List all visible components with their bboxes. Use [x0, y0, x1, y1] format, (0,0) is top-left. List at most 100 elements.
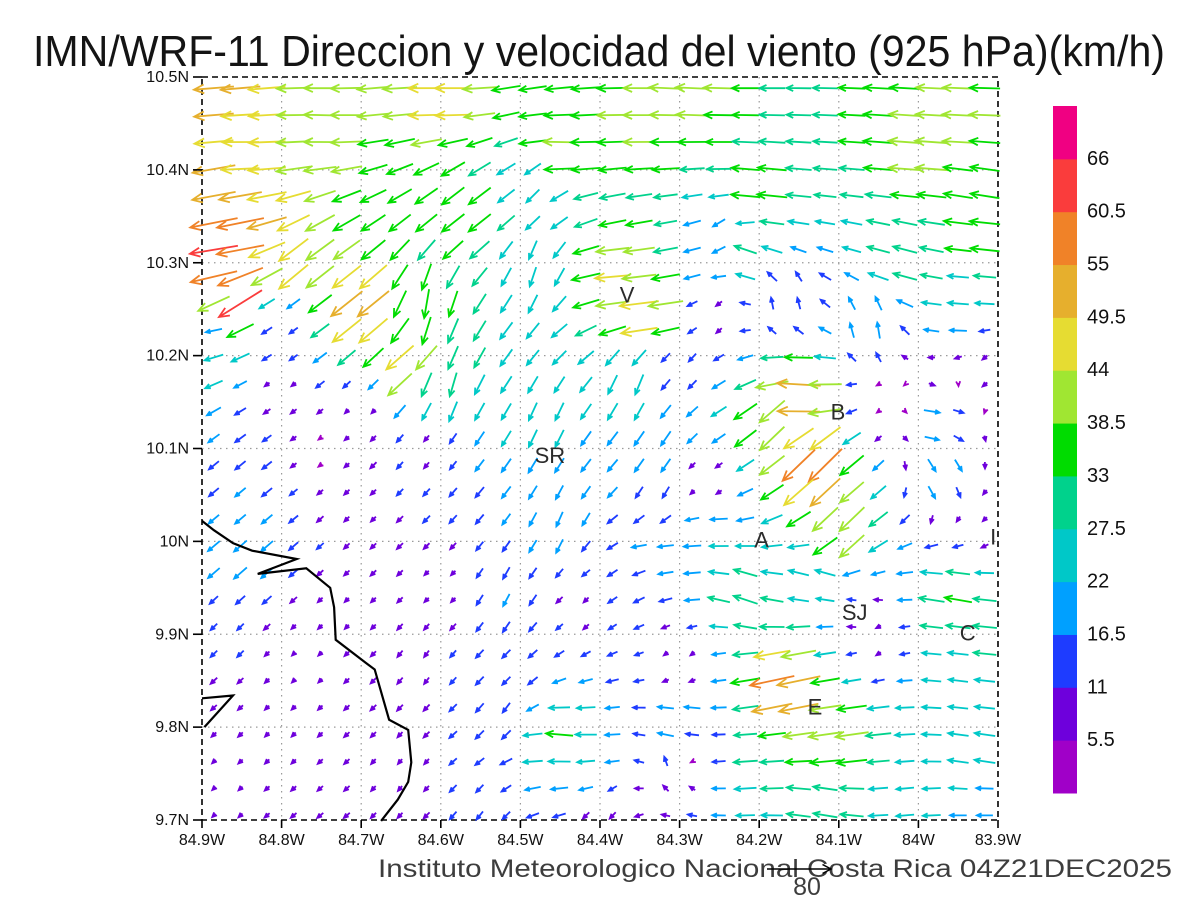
wind-arrow	[202, 353, 224, 362]
wind-arrow	[527, 621, 538, 633]
wind-arrow	[579, 430, 592, 448]
wind-arrow	[501, 702, 511, 715]
wind-arrow	[573, 731, 597, 738]
wind-arrow	[582, 596, 590, 604]
wind-arrow	[420, 372, 433, 399]
wind-arrow	[290, 650, 298, 657]
wind-arrow	[369, 785, 377, 793]
wind-arrow	[786, 543, 810, 551]
wind-arrow	[808, 757, 841, 767]
wind-arrow	[779, 649, 817, 661]
wind-arrow	[784, 191, 812, 200]
wind-arrow	[234, 595, 246, 606]
wind-arrow	[890, 217, 918, 227]
wind-arrow	[631, 349, 647, 367]
wind-arrow	[711, 218, 726, 228]
wind-arrow	[632, 678, 645, 684]
wind-arrow	[710, 785, 726, 792]
wind-arrow	[369, 677, 377, 685]
wind-arrow	[500, 485, 512, 500]
wind-arrow	[571, 245, 600, 256]
city-label-sj: SJ	[842, 600, 868, 625]
wind-arrow	[413, 187, 439, 205]
wind-arrow	[312, 351, 328, 364]
wind-arrow	[920, 758, 942, 765]
wind-arrow	[730, 704, 759, 713]
wind-arrow	[660, 378, 671, 392]
wind-arrow	[369, 812, 377, 820]
wind-arrow	[769, 295, 775, 310]
wind-arrow	[524, 215, 541, 231]
wind-arrow	[315, 542, 325, 551]
wind-arrow	[945, 272, 969, 280]
wind-arrow	[554, 568, 564, 579]
wind-arrow	[285, 298, 301, 310]
wind-arrow	[370, 408, 377, 415]
wind-arrow	[315, 408, 324, 415]
wind-arrow	[433, 110, 471, 121]
wind-arrow	[942, 594, 973, 604]
wind-arrow	[391, 264, 409, 291]
wind-arrow	[551, 295, 567, 313]
wind-arrow	[895, 678, 913, 684]
wind-arrow	[468, 240, 490, 260]
wind-arrow	[302, 189, 336, 203]
wind-arrow	[659, 624, 671, 630]
wind-arrow	[447, 703, 458, 713]
wind-arrow	[928, 381, 937, 387]
wind-arrow	[940, 109, 975, 120]
wind-arrow	[580, 569, 591, 578]
wind-arrow	[523, 786, 541, 792]
wind-arrow	[447, 318, 460, 345]
wind-arrow	[927, 458, 937, 474]
wind-arrow	[449, 597, 457, 604]
lon-tick-label: 84.8W	[258, 832, 305, 849]
wind-arrow	[688, 757, 696, 764]
wind-arrow	[758, 758, 785, 766]
wind-arrow	[232, 380, 248, 389]
wind-arrow	[528, 266, 538, 289]
wind-arrow	[634, 486, 644, 500]
wind-arrow	[473, 374, 486, 397]
wind-arrow	[688, 461, 696, 470]
wind-arrow	[920, 677, 942, 684]
lon-tick-label: 84.2W	[736, 832, 783, 849]
wind-arrow	[421, 514, 431, 525]
lon-tick-label: 84.7W	[338, 832, 385, 849]
wind-arrow	[811, 164, 838, 173]
wind-arrow	[655, 543, 674, 550]
wind-arrow	[342, 569, 351, 577]
wind-arrow	[663, 754, 669, 767]
wind-arrow	[359, 214, 386, 232]
wind-arrow	[972, 757, 996, 765]
wind-arrow	[686, 379, 698, 391]
wind-arrow	[682, 273, 701, 281]
wind-arrow	[260, 514, 273, 525]
wind-arrow	[750, 702, 793, 715]
wind-arrow	[733, 542, 756, 550]
wind-arrow	[604, 349, 621, 367]
wind-arrow	[263, 731, 271, 739]
wind-arrow	[440, 213, 465, 233]
wind-arrow	[448, 676, 457, 686]
wind-arrow	[448, 432, 458, 446]
wind-arrow	[651, 246, 678, 255]
wind-arrow	[571, 298, 600, 310]
wind-arrow	[209, 704, 218, 712]
wind-arrow	[448, 811, 458, 821]
wind-arrow	[874, 623, 882, 630]
wind-arrow	[838, 811, 864, 819]
wind-arrow	[422, 758, 430, 766]
wind-arrow	[710, 651, 727, 657]
wind-arrow	[209, 649, 218, 659]
wind-arrow	[275, 214, 310, 232]
wind-arrow	[866, 785, 889, 792]
wind-arrow	[447, 290, 459, 319]
wind-arrow	[812, 191, 837, 199]
wind-arrow	[422, 623, 430, 632]
wind-arrow	[811, 536, 838, 556]
wind-arrow	[866, 812, 889, 819]
wind-arrow	[967, 110, 1001, 120]
wind-arrow	[315, 785, 324, 793]
wind-arrow	[685, 300, 698, 307]
